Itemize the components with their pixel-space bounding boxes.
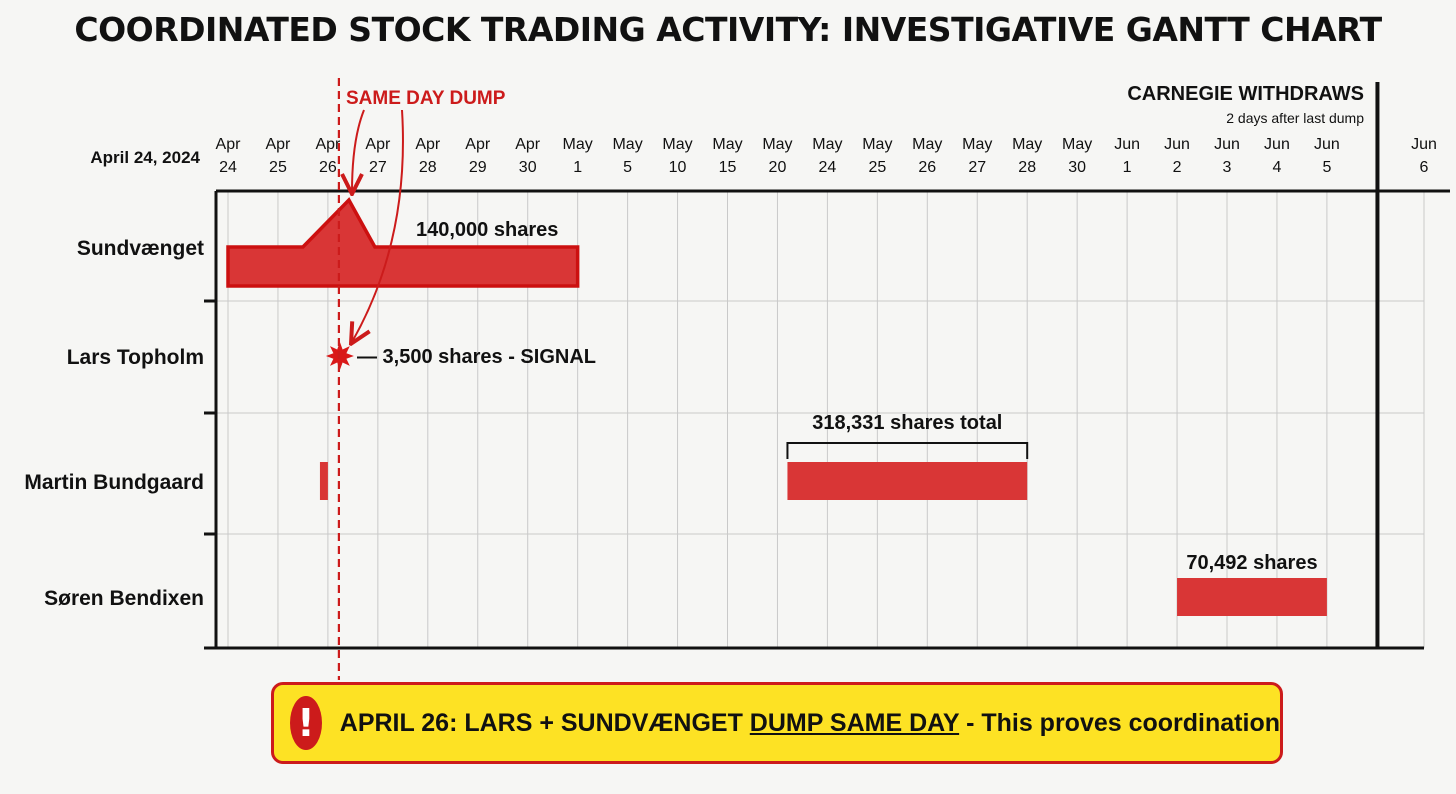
bars: 140,000 shares — 3,500 shares - SIGNAL 318… — [226, 197, 1327, 616]
bar-label-martin-bundgaard: 318,331 shares total — [812, 412, 1002, 434]
tick-month: May — [1012, 136, 1042, 153]
tick-day: 20 — [769, 159, 787, 176]
coordination-callout: ! APRIL 26: LARS + SUNDVÆNGET DUMP SAME … — [271, 682, 1283, 764]
tick-day: 30 — [1068, 159, 1086, 176]
tick-month: May — [912, 136, 942, 153]
tick-month: Jun — [1314, 136, 1340, 153]
tick-day: 28 — [419, 159, 437, 176]
tick-month: May — [662, 136, 692, 153]
same-day-arrow-right — [352, 109, 404, 342]
tick-day: 24 — [819, 159, 837, 176]
tick-day: 10 — [669, 159, 687, 176]
carnegie-withdraws-label: CARNEGIE WITHDRAWS — [1127, 83, 1364, 105]
row-label: Søren Bendixen — [44, 587, 204, 610]
tick-day: 27 — [369, 159, 387, 176]
tick-month: Apr — [216, 136, 242, 153]
bar-label-soren-bendixen: 70,492 shares — [1186, 552, 1317, 574]
tick-day: 15 — [719, 159, 737, 176]
tick-day: 29 — [469, 159, 487, 176]
bar-martin-bundgaard — [319, 462, 328, 500]
tick-day: 27 — [968, 159, 986, 176]
tick-month: May — [712, 136, 742, 153]
tick-day: 1 — [573, 159, 582, 176]
tick-day: 26 — [319, 159, 337, 176]
tick-month: Apr — [315, 136, 341, 153]
tick-day: 28 — [1018, 159, 1036, 176]
carnegie-withdraws-note: 2 days after last dump — [1226, 110, 1364, 126]
callout-text-tail: - This proves coordination — [959, 708, 1280, 737]
tick-day: 3 — [1223, 159, 1232, 176]
tick-day: 24 — [219, 159, 237, 176]
tick-month: May — [762, 136, 792, 153]
bar-sundvaenget — [226, 197, 580, 288]
start-date-label: April 24, 2024 — [90, 148, 200, 167]
callout-text-lead: APRIL 26: LARS + SUNDVÆNGET — [339, 708, 750, 737]
chart-title: COORDINATED STOCK TRADING ACTIVITY: INVE… — [74, 10, 1382, 49]
tick-month: Apr — [415, 136, 441, 153]
row-label: Martin Bundgaard — [24, 471, 204, 494]
tick-month: May — [812, 136, 842, 153]
tick-month: Jun — [1164, 136, 1190, 153]
event-label-lars-topholm: — 3,500 shares - SIGNAL — [357, 346, 596, 368]
tick-day: 25 — [269, 159, 287, 176]
tick-month: May — [962, 136, 992, 153]
exclamation-icon: ! — [290, 696, 322, 750]
tick-month: Jun — [1411, 136, 1437, 153]
tick-month: May — [1062, 136, 1092, 153]
time-axis: Apr24Apr25Apr26Apr27Apr28Apr29Apr30May1M… — [216, 136, 1437, 176]
row-labels: Sundvænget Lars Topholm Martin Bundgaard Sø… — [24, 237, 204, 610]
callout-text-emphasis: DUMP SAME DAY — [749, 708, 960, 737]
tick-month: Jun — [1264, 136, 1290, 153]
tick-day: 30 — [519, 159, 537, 176]
bar-soren-bendixen — [1177, 578, 1327, 616]
gantt-chart: April 24, 2024 Apr24Apr25Apr26Apr27Apr28… — [24, 78, 1450, 680]
row-label: Lars Topholm — [67, 346, 204, 369]
tick-month: May — [563, 136, 593, 153]
bracket-martin-bundgaard — [786, 442, 1029, 459]
tick-day: 5 — [623, 159, 632, 176]
tick-month: May — [862, 136, 892, 153]
bar-martin-bundgaard — [787, 462, 1028, 500]
tick-day: 5 — [1322, 159, 1331, 176]
tick-month: Apr — [515, 136, 541, 153]
row-label: Sundvænget — [77, 237, 204, 260]
tick-month: May — [612, 136, 642, 153]
same-day-arrow-left — [352, 109, 365, 192]
tick-month: Jun — [1114, 136, 1140, 153]
tick-day: 25 — [868, 159, 886, 176]
tick-day: 6 — [1420, 159, 1429, 176]
axis-frame — [204, 189, 1450, 650]
bar-label-sundvaenget: 140,000 shares — [416, 219, 558, 241]
tick-day: 4 — [1272, 159, 1281, 176]
tick-day: 1 — [1123, 159, 1132, 176]
tick-day: 26 — [918, 159, 936, 176]
callout-text: APRIL 26: LARS + SUNDVÆNGET DUMP SAME DA… — [340, 709, 1280, 738]
tick-month: Apr — [265, 136, 291, 153]
tick-month: Apr — [465, 136, 491, 153]
tick-day: 2 — [1173, 159, 1182, 176]
tick-month: Jun — [1214, 136, 1240, 153]
same-day-dump-label: SAME DAY DUMP — [346, 88, 506, 109]
tick-month: Apr — [365, 136, 391, 153]
